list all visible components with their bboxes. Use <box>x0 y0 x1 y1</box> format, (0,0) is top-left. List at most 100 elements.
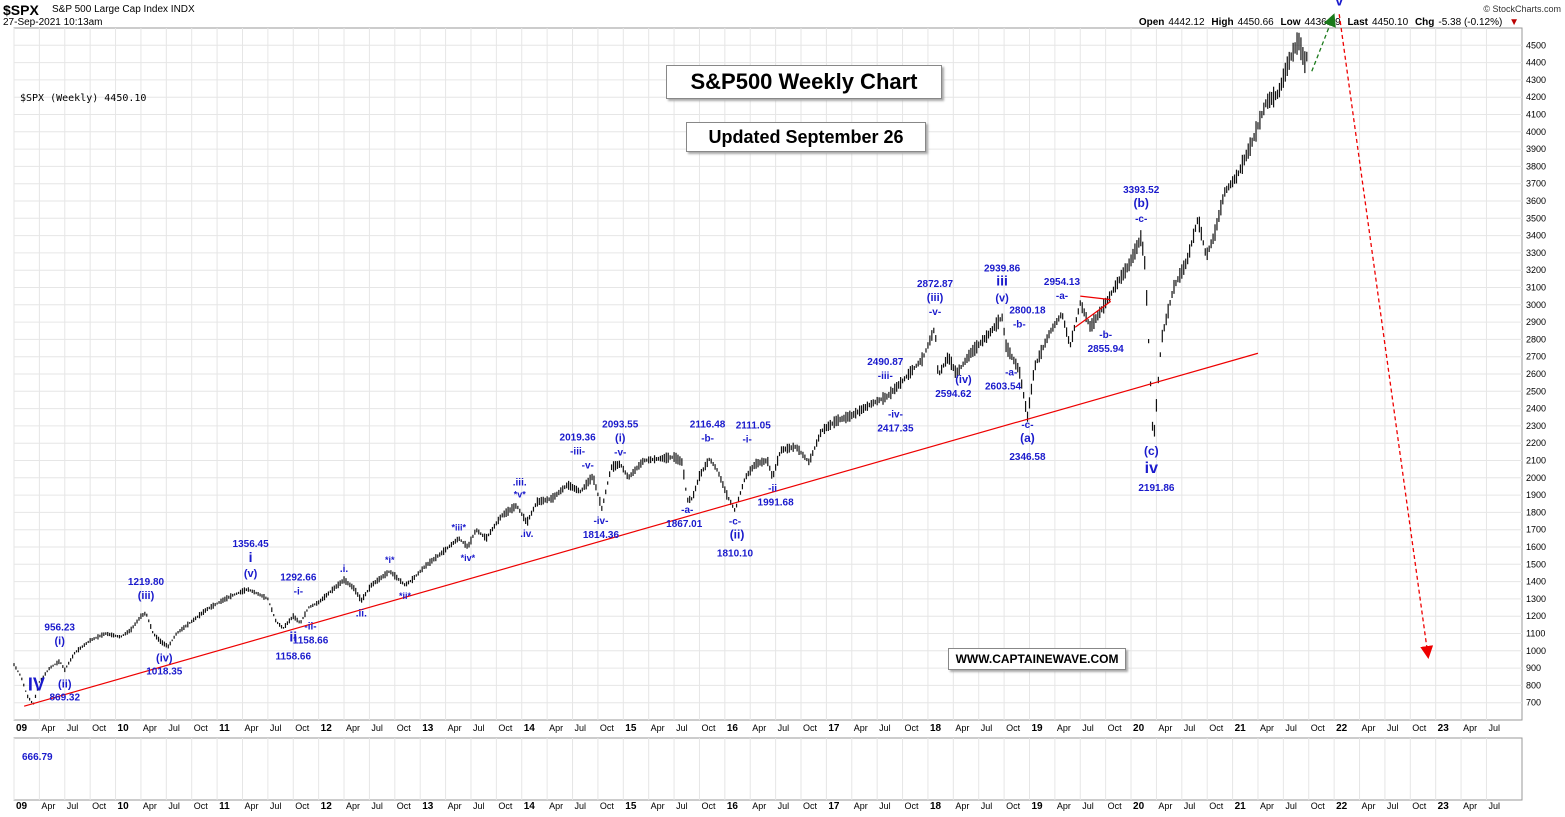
x-tick-label: Oct <box>397 723 412 733</box>
wave-label: 3393.52 <box>1123 185 1160 196</box>
wave-label: 2116.48 <box>690 420 726 431</box>
x-tick-label: Oct <box>92 801 107 811</box>
wave-label: 2594.62 <box>935 389 972 400</box>
wave-label: 2800.18 <box>1009 305 1046 316</box>
y-tick-label: 2500 <box>1526 386 1546 396</box>
x-tick-label: Oct <box>701 723 716 733</box>
y-tick-label: 2700 <box>1526 352 1546 362</box>
wave-label: *ii* <box>399 591 412 601</box>
x-tick-label: Jul <box>1387 723 1399 733</box>
y-tick-label: 4500 <box>1526 40 1546 50</box>
wave-label: -a- <box>1056 291 1068 302</box>
y-tick-label: 1000 <box>1526 646 1546 656</box>
projection-up-arrow <box>1311 13 1336 72</box>
x-tick-label: Jul <box>1387 801 1399 811</box>
y-tick-label: 1700 <box>1526 525 1546 535</box>
wave-label: -i- <box>742 435 751 446</box>
x-tick-label: Apr <box>651 801 665 811</box>
y-tick-label: 2300 <box>1526 421 1546 431</box>
x-tick-label: 22 <box>1336 801 1348 812</box>
wave-label: ii <box>289 628 297 644</box>
y-tick-label: 3700 <box>1526 179 1546 189</box>
copyright[interactable]: © StockCharts.com <box>1483 4 1561 14</box>
x-tick-label: Jul <box>371 801 383 811</box>
x-tick-label: Apr <box>1158 723 1172 733</box>
high-label: High <box>1211 17 1234 28</box>
wave-label: i <box>249 549 253 565</box>
wave-label: -a- <box>681 505 693 516</box>
x-tick-label: Jul <box>168 801 180 811</box>
wave-label: 1814.36 <box>583 530 620 541</box>
x-tick-label: Apr <box>1362 801 1376 811</box>
x-tick-label: Apr <box>854 723 868 733</box>
wave-label: -b- <box>1013 319 1026 330</box>
x-tick-label: Oct <box>803 801 818 811</box>
projection-down-arrow <box>1338 14 1434 659</box>
symbol: $SPX <box>3 2 39 18</box>
x-tick-label: 18 <box>930 801 942 812</box>
updated-note: Updated September 26 <box>686 122 926 152</box>
y-tick-label: 1500 <box>1526 559 1546 569</box>
y-tick-label: 4200 <box>1526 92 1546 102</box>
x-tick-label: 20 <box>1133 723 1145 734</box>
chg-label: Chg <box>1414 17 1435 28</box>
wave-label: 2111.05 <box>736 421 771 432</box>
y-tick-label: 4400 <box>1526 58 1546 68</box>
wave-label: 2417.35 <box>877 424 914 435</box>
wave-label: 1810.10 <box>717 549 754 560</box>
y-tick-label: 1400 <box>1526 577 1546 587</box>
x-tick-label: 21 <box>1235 723 1247 734</box>
timestamp: 27-Sep-2021 10:13am <box>3 17 103 28</box>
wave-label: .ii. <box>356 609 367 620</box>
x-tick-label: 15 <box>625 723 637 734</box>
wave-label: -v- <box>929 307 941 318</box>
y-tick-label: 1600 <box>1526 542 1546 552</box>
x-tick-label: 12 <box>321 801 333 812</box>
x-tick-label: Jul <box>1285 723 1297 733</box>
x-tick-label: Apr <box>1260 801 1274 811</box>
wave-label: 869.32 <box>49 692 80 703</box>
x-tick-label: Oct <box>1412 723 1427 733</box>
x-axis: 09 09 Apr Apr Jul Jul Oct Oct 10 10 Apr Apr Jul Jul Oc… <box>16 723 1500 812</box>
x-tick-label: Apr <box>752 801 766 811</box>
x-tick-label: 21 <box>1235 801 1247 812</box>
last-label: Last <box>1347 17 1368 28</box>
wave-label: -iii- <box>570 447 585 458</box>
wave-label: iii <box>996 272 1008 288</box>
x-tick-label: Jul <box>1082 723 1094 733</box>
x-tick-label: Jul <box>676 723 688 733</box>
x-tick-label: 19 <box>1031 723 1043 734</box>
x-tick-label: 19 <box>1031 801 1043 812</box>
wave-label: (i) <box>615 433 626 445</box>
trendline <box>23 352 1259 707</box>
x-tick-label: 09 <box>16 723 28 734</box>
x-tick-label: Oct <box>803 723 818 733</box>
wave-label: (i) <box>55 635 66 647</box>
x-tick-label: Apr <box>448 801 462 811</box>
x-tick-label: Jul <box>981 801 993 811</box>
x-tick-label: Jul <box>1285 801 1297 811</box>
wave-label: -iv- <box>593 516 608 527</box>
wave-label: *v* <box>514 489 527 499</box>
website-label[interactable]: WWW.CAPTAINEWAVE.COM <box>948 648 1126 670</box>
x-tick-label: Apr <box>549 801 563 811</box>
wave-label: (a) <box>1020 431 1035 445</box>
x-tick-label: Jul <box>473 801 485 811</box>
y-tick-label: 2400 <box>1526 404 1546 414</box>
x-tick-label: 16 <box>727 723 739 734</box>
x-tick-label: Oct <box>295 801 310 811</box>
x-tick-label: 11 <box>219 723 230 734</box>
x-tick-label: Oct <box>397 801 412 811</box>
x-tick-label: Jul <box>676 801 688 811</box>
x-tick-label: 14 <box>524 801 536 812</box>
x-tick-label: Oct <box>1311 723 1326 733</box>
x-tick-label: Oct <box>92 723 107 733</box>
wave-label: 1158.66 <box>275 651 311 662</box>
wave-label: -v- <box>614 448 626 459</box>
x-tick-label: Apr <box>346 801 360 811</box>
x-tick-label: Jul <box>575 801 587 811</box>
wave-label: v <box>1335 0 1343 8</box>
x-tick-label: Jul <box>371 723 383 733</box>
wave-label: (iv) <box>955 374 972 386</box>
